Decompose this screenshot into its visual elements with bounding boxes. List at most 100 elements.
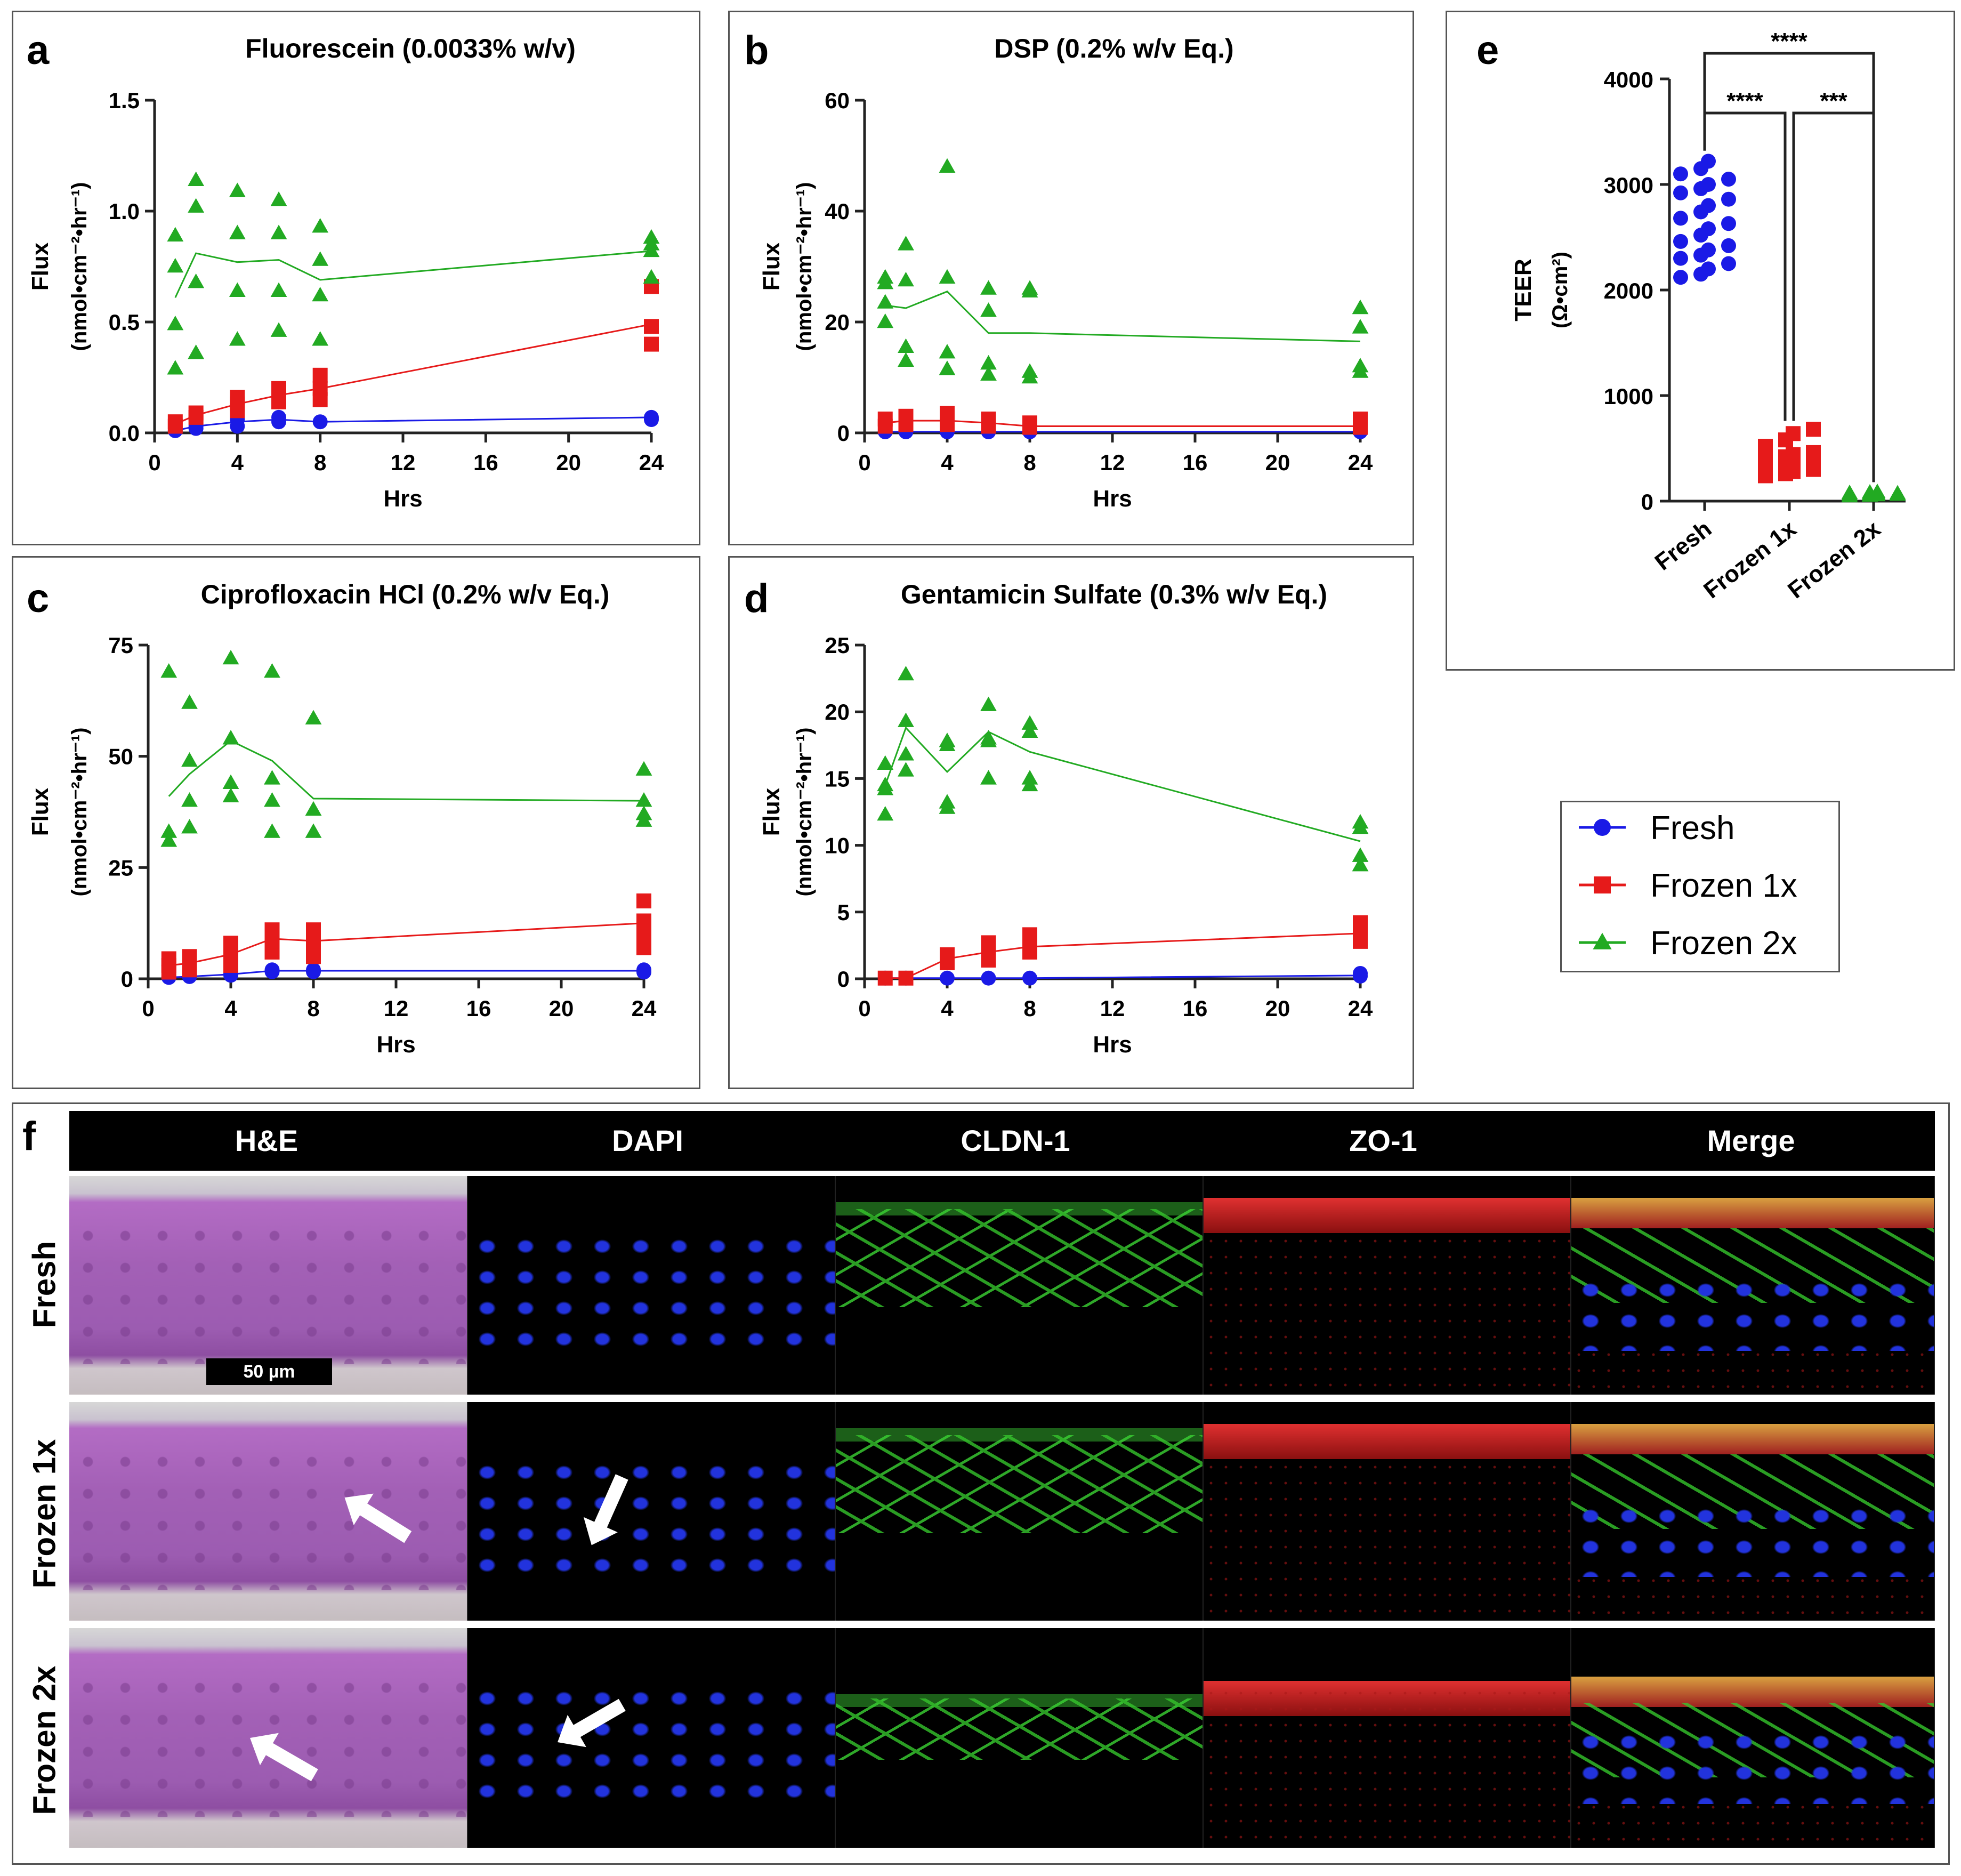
y-tick-label: 25 xyxy=(825,633,850,658)
data-point xyxy=(270,322,287,337)
data-point xyxy=(229,182,246,197)
panel-c-frame xyxy=(12,556,700,1089)
data-point xyxy=(1353,915,1368,930)
mean-line xyxy=(168,922,644,967)
data-point xyxy=(1701,177,1716,192)
y-tick-label: 3000 xyxy=(1604,173,1653,198)
column-header-merge: Merge xyxy=(1707,1124,1795,1157)
data-point xyxy=(898,271,914,287)
data-point xyxy=(1352,358,1369,373)
image-merge-fresh xyxy=(1571,1176,1935,1395)
data-point xyxy=(980,302,997,317)
x-tick-label: 12 xyxy=(384,996,409,1021)
legend-label: Frozen 1x xyxy=(1650,867,1797,904)
data-point xyxy=(161,951,176,967)
x-tick-label: Fresh xyxy=(1650,516,1717,575)
x-tick-label: 12 xyxy=(391,450,416,475)
data-point xyxy=(167,414,183,430)
data-point xyxy=(270,224,287,239)
image-merge-frozen1x xyxy=(1571,1402,1935,1621)
data-point xyxy=(264,770,280,785)
image-zo1-frozen1x xyxy=(1204,1402,1571,1621)
data-point xyxy=(981,970,996,986)
data-point xyxy=(1022,927,1037,943)
data-point xyxy=(181,792,198,807)
data-point xyxy=(1701,154,1716,169)
data-point xyxy=(1352,847,1369,862)
y-tick-label: 0 xyxy=(1641,489,1653,514)
x-tick-label: 24 xyxy=(1348,450,1373,475)
y-axis-unit: (nmol•cm⁻²•hr⁻¹) xyxy=(68,182,91,351)
x-tick-label: 12 xyxy=(1100,450,1125,475)
panel-d-frame xyxy=(728,556,1414,1089)
x-tick-label: 0 xyxy=(142,996,154,1021)
legend-marker xyxy=(1594,876,1611,893)
data-point xyxy=(188,171,205,186)
data-point xyxy=(167,360,184,375)
data-point xyxy=(160,663,177,678)
data-point xyxy=(312,286,329,302)
data-point xyxy=(636,962,651,978)
x-axis-label: Hrs xyxy=(376,1032,415,1058)
x-tick-label: 16 xyxy=(1183,450,1208,475)
y-axis-unit: (nmol•cm⁻²•hr⁻¹) xyxy=(793,182,816,351)
data-point xyxy=(167,257,184,273)
charts-canvas: a Fluorescein (0.0033% w/v) 0.0 0.5 1.0 1.5 0 4… xyxy=(27,28,1906,1058)
data-point xyxy=(1701,242,1716,257)
x-tick-label: 4 xyxy=(941,450,954,475)
mean-line xyxy=(175,323,652,425)
data-point xyxy=(635,806,652,820)
data-point xyxy=(305,710,322,724)
data-point xyxy=(229,331,246,346)
legend-marker xyxy=(1594,819,1611,836)
data-point xyxy=(1352,319,1369,334)
significance-label: *** xyxy=(1820,88,1847,114)
y-tick-label: 0 xyxy=(837,421,850,446)
column-header-he: H&E xyxy=(235,1124,298,1157)
x-axis-label: Hrs xyxy=(383,486,422,512)
image-he-frozen1x xyxy=(69,1402,468,1621)
data-point xyxy=(1673,185,1688,200)
mean-line xyxy=(885,932,1361,979)
data-point xyxy=(160,823,177,838)
data-point xyxy=(222,730,239,745)
data-point xyxy=(940,947,955,962)
data-point xyxy=(981,935,996,951)
significance-label: **** xyxy=(1771,28,1807,54)
image-cldn1-fresh xyxy=(836,1176,1204,1395)
y-axis-unit: (Ω•cm²) xyxy=(1548,252,1572,328)
column-header-cldn1: CLDN-1 xyxy=(961,1124,1070,1157)
significance-bracket xyxy=(1792,111,1875,482)
y-tick-label: 50 xyxy=(108,744,133,769)
data-point xyxy=(1701,198,1716,213)
x-tick-label: 0 xyxy=(148,450,160,475)
mean-line xyxy=(884,726,1361,842)
x-axis-label: Hrs xyxy=(1093,486,1132,512)
data-point xyxy=(1701,221,1716,237)
row-label-frozen2x: Frozen 2x xyxy=(26,1665,62,1815)
x-tick-label: 24 xyxy=(632,996,657,1021)
data-point xyxy=(1786,447,1801,462)
y-tick-label: 1.5 xyxy=(109,88,140,113)
data-point xyxy=(643,269,660,284)
data-point xyxy=(1721,256,1736,271)
data-point xyxy=(271,381,286,396)
data-point xyxy=(312,367,328,383)
chart-title: Gentamicin Sulfate (0.3% w/v Eq.) xyxy=(901,579,1327,609)
chart-a: a Fluorescein (0.0033% w/v) 0.0 0.5 1.0 1.5 0 4… xyxy=(27,28,664,512)
data-point xyxy=(181,819,198,834)
data-point xyxy=(1021,723,1038,738)
data-point xyxy=(898,338,914,353)
data-point xyxy=(877,776,894,792)
data-point xyxy=(229,282,246,297)
data-point xyxy=(305,823,322,838)
x-tick-label: 20 xyxy=(549,996,574,1021)
y-tick-label: 1000 xyxy=(1604,384,1653,409)
data-point xyxy=(270,191,287,206)
data-point xyxy=(264,663,280,678)
data-point xyxy=(939,360,956,375)
y-tick-label: 75 xyxy=(108,633,133,658)
data-point xyxy=(898,762,914,777)
data-point xyxy=(635,792,652,807)
x-tick-label: Frozen 2x xyxy=(1783,516,1885,603)
